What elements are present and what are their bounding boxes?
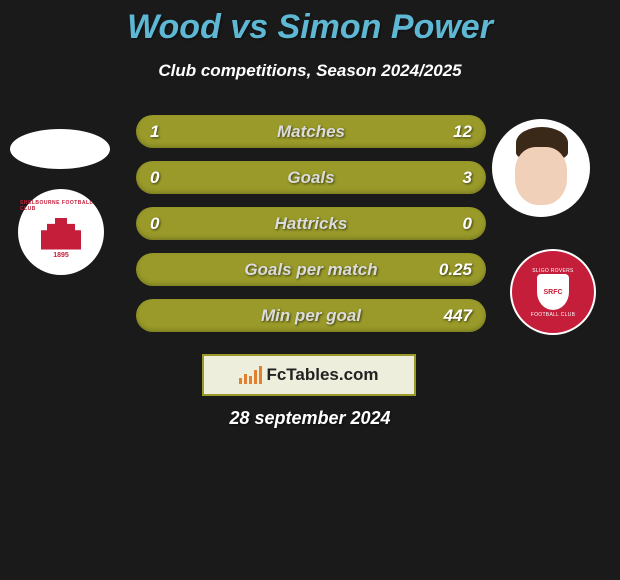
season-subtitle: Club competitions, Season 2024/2025 xyxy=(0,61,620,81)
fctables-logo[interactable]: FcTables.com xyxy=(202,354,416,396)
stat-row: Min per goal 447 xyxy=(136,299,486,332)
player-left-club-badge: SHELBOURNE FOOTBALL CLUB 1895 xyxy=(18,189,104,275)
player-left-avatar xyxy=(10,129,110,169)
stat-left-value: 0 xyxy=(150,168,159,188)
stat-label: Matches xyxy=(277,122,345,142)
comparison-area: SHELBOURNE FOOTBALL CLUB 1895 SLIGO ROVE… xyxy=(0,109,620,359)
avatar-face xyxy=(515,147,567,205)
club-left-text: SHELBOURNE FOOTBALL CLUB xyxy=(20,200,102,212)
castle-icon xyxy=(41,218,81,250)
stat-row: Goals per match 0.25 xyxy=(136,253,486,286)
logo-text: FcTables.com xyxy=(266,365,378,385)
stat-right-value: 3 xyxy=(463,168,472,188)
chart-icon xyxy=(239,366,262,384)
shield-icon: SRFC xyxy=(537,274,569,310)
player-right-avatar xyxy=(492,119,590,217)
stat-label: Min per goal xyxy=(261,306,361,326)
club-left-year: 1895 xyxy=(53,252,69,259)
stat-row: 0 Hattricks 0 xyxy=(136,207,486,240)
player-right-club-badge: SLIGO ROVERS SRFC FOOTBALL CLUB xyxy=(510,249,596,335)
stat-label: Hattricks xyxy=(275,214,348,234)
stat-row: 0 Goals 3 xyxy=(136,161,486,194)
club-right-bottom: FOOTBALL CLUB xyxy=(531,312,576,318)
stat-right-value: 0.25 xyxy=(439,260,472,280)
stat-row: 1 Matches 12 xyxy=(136,115,486,148)
stat-label: Goals per match xyxy=(244,260,377,280)
stat-left-value: 1 xyxy=(150,122,159,142)
stat-right-value: 0 xyxy=(463,214,472,234)
stat-right-value: 12 xyxy=(453,122,472,142)
stat-right-value: 447 xyxy=(444,306,472,326)
stat-label: Goals xyxy=(287,168,334,188)
comparison-title: Wood vs Simon Power xyxy=(0,0,620,47)
stats-bars: 1 Matches 12 0 Goals 3 0 Hattricks 0 Goa… xyxy=(136,115,486,345)
stat-left-value: 0 xyxy=(150,214,159,234)
snapshot-date: 28 september 2024 xyxy=(0,408,620,429)
